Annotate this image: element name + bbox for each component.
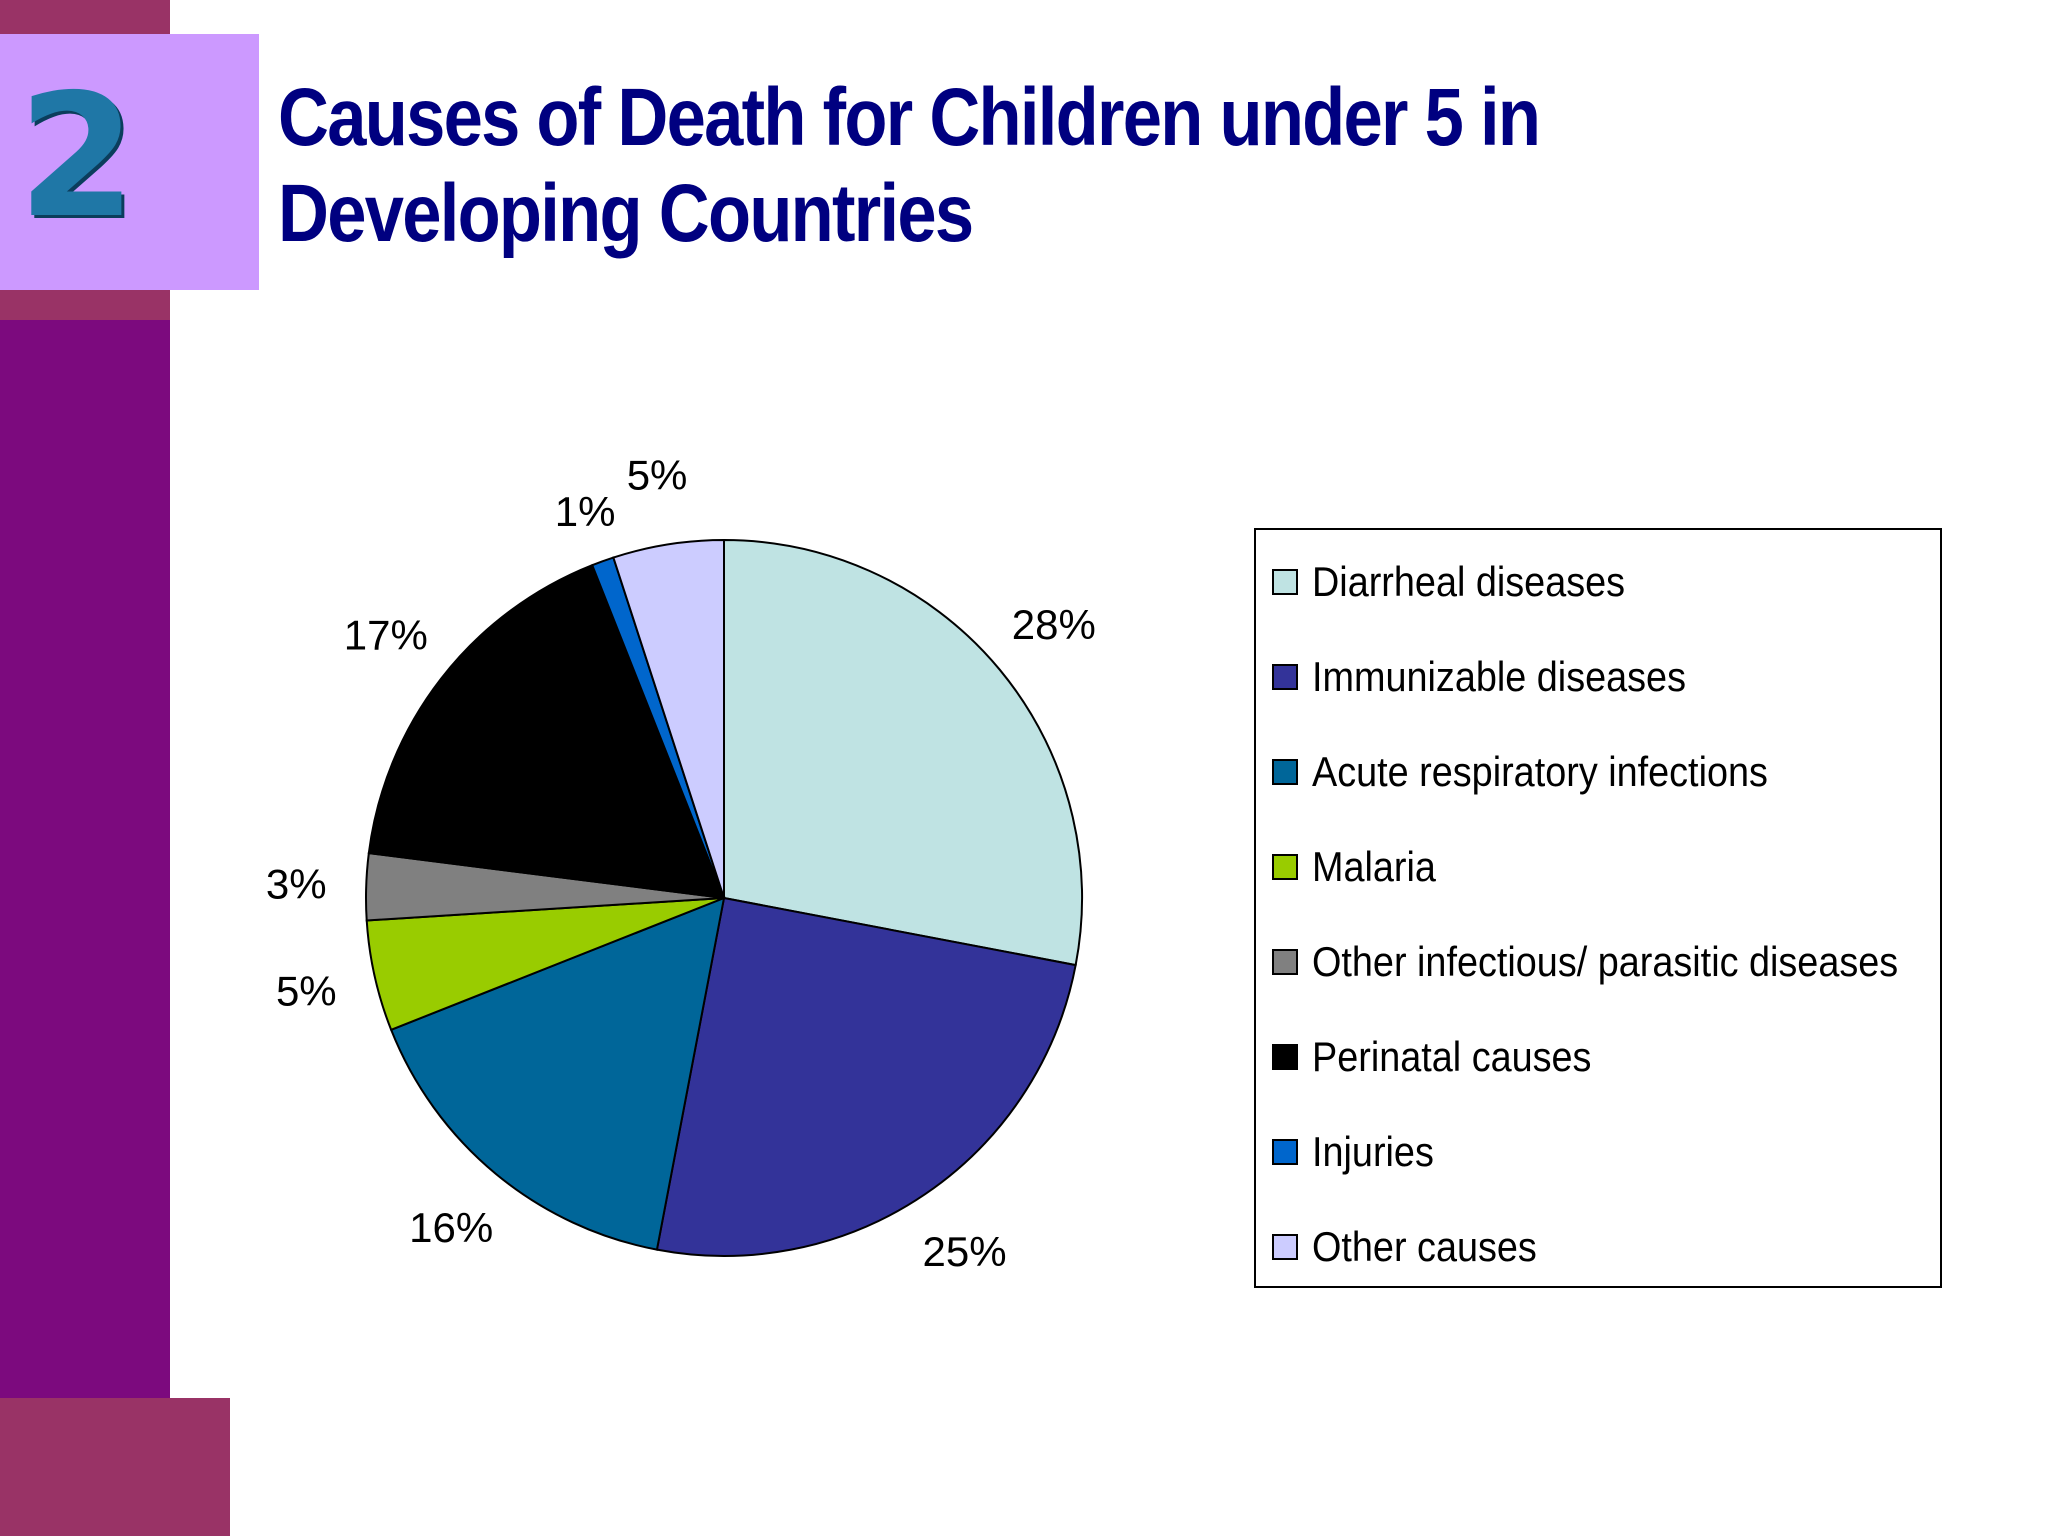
- data-label-5: 17%: [344, 612, 428, 659]
- legend-item: Perinatal causes: [1272, 1033, 1623, 1081]
- legend-swatch: [1272, 664, 1298, 690]
- slide-number-box: 2: [0, 34, 259, 290]
- pie-slice-diarrheal-diseases: [723, 538, 1083, 967]
- data-label-2: 16%: [409, 1204, 493, 1251]
- legend-label: Injuries: [1312, 1128, 1434, 1175]
- legend-swatch: [1272, 569, 1298, 595]
- data-label-7: 5%: [627, 451, 688, 498]
- legend-label: Malaria: [1312, 843, 1436, 890]
- left-middle-band: [0, 290, 170, 320]
- data-label-4: 3%: [266, 861, 327, 908]
- legend-item: Malaria: [1272, 843, 1450, 891]
- chart-legend: Diarrheal diseases Immunizable diseases Ac…: [1254, 528, 1942, 1288]
- legend-swatch: [1272, 1044, 1298, 1070]
- legend-swatch: [1272, 1234, 1298, 1260]
- pie-slice-acute-respiratory-infections: [389, 896, 726, 1251]
- legend-item: Diarrheal diseases: [1272, 558, 1660, 606]
- legend-label: Perinatal causes: [1312, 1033, 1592, 1080]
- legend-label: Other infectious/ parasitic diseases: [1312, 938, 1899, 985]
- pie-data-labels: 28%25%16%5%3%17%1%5%: [266, 451, 1096, 1275]
- legend-label: Other causes: [1312, 1223, 1537, 1270]
- legend-item: Acute respiratory infections: [1272, 748, 1819, 796]
- legend-item: Immunizable diseases: [1272, 653, 1728, 701]
- legend-swatch: [1272, 1139, 1298, 1165]
- pie-slices: [365, 538, 1083, 1257]
- data-label-0: 28%: [1012, 601, 1096, 648]
- pie-slice-perinatal-causes: [367, 563, 726, 900]
- legend-swatch: [1272, 949, 1298, 975]
- legend-item: Injuries: [1272, 1128, 1447, 1176]
- legend-label: Immunizable diseases: [1312, 653, 1686, 700]
- pie-slice-other-causes: [612, 538, 725, 899]
- left-bottom-band: [0, 1398, 230, 1536]
- legend-item: Other causes: [1272, 1223, 1562, 1271]
- data-label-1: 25%: [923, 1228, 1007, 1275]
- slide-title: Causes of Death for Children under 5 in …: [278, 72, 1541, 259]
- legend-label: Diarrheal diseases: [1312, 558, 1626, 605]
- legend-swatch: [1272, 759, 1298, 785]
- pie-slice-immunizable-diseases: [655, 896, 1077, 1257]
- data-label-3: 5%: [276, 967, 337, 1014]
- left-top-band: [0, 0, 170, 34]
- data-label-6: 1%: [555, 488, 616, 535]
- legend-swatch: [1272, 854, 1298, 880]
- legend-label: Acute respiratory infections: [1312, 748, 1768, 795]
- slide-number: 2: [17, 58, 137, 256]
- legend-item: Other infectious/ parasitic diseases: [1272, 938, 1963, 986]
